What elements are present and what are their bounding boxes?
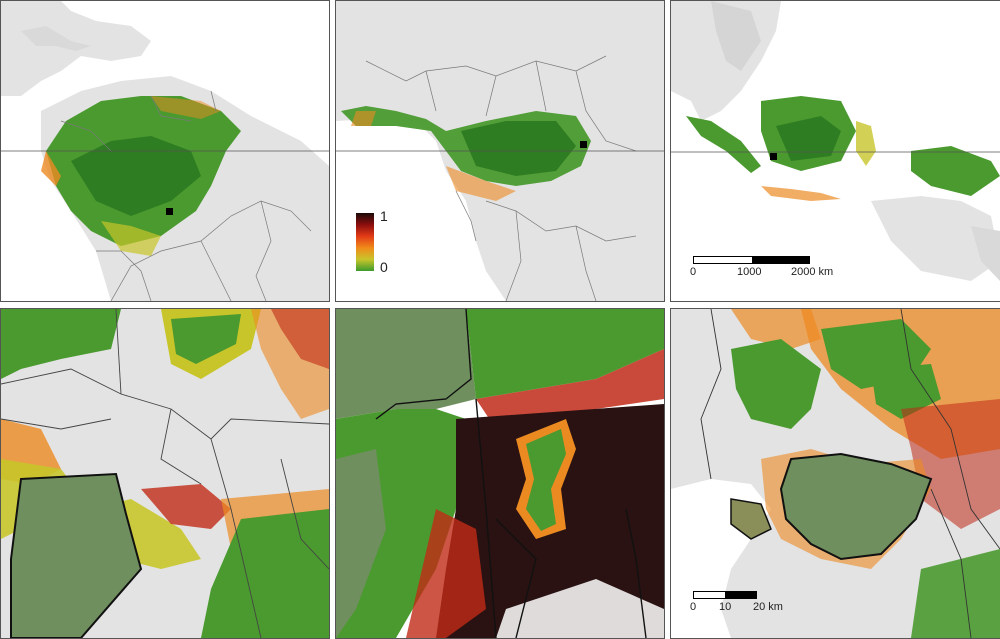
scale-bar-white-segment [693,256,753,264]
scale-bar-white-segment [693,591,726,599]
scale-tick-0: 0 [690,266,697,278]
protected-area [779,452,933,561]
indonesia-zoom-svg [671,309,1000,638]
amazon-zoom-svg [1,309,329,638]
forest-patch [731,339,821,429]
study-site-marker [770,153,777,160]
river-network [700,309,1000,638]
study-site-marker [580,141,587,148]
risk-color-legend: 1 0 [356,208,396,275]
forest-remnant [526,429,566,531]
africa-country-borders [365,55,637,301]
indonesia-zoom-map: 0 10 20 km [670,308,1000,639]
scale-bar-small: 0 10 20 km [690,591,803,615]
protected-area [10,472,143,638]
scale-tick-1000: 1000 [737,266,762,278]
amazon-country-borders [60,90,312,301]
forest-patch [1,309,121,379]
scale-tick-20: 20 km [753,601,783,613]
scale-tick-0: 0 [690,601,697,613]
scale-tick-2000: 2000 km [791,266,834,278]
study-site-marker [166,208,173,215]
australia-land [871,196,1000,281]
sumatra-forest [686,116,761,173]
road-network [1,309,329,638]
protected-area [336,309,476,419]
scale-tick-10: 10 [719,601,732,613]
indonesia-map-svg [671,1,1000,301]
congo-overview-map [335,0,665,302]
admin-borders [375,309,647,638]
amazon-zoom-map [0,308,330,639]
new-guinea-forest [911,146,1000,196]
amazon-map-svg [1,1,329,301]
congo-zoom-map [335,308,665,639]
amazon-overview-map [0,0,330,302]
legend-min-label: 0 [380,259,388,275]
scale-bar-black-segment [725,591,757,599]
legend-max-label: 1 [380,208,388,224]
forest-patch [466,309,664,399]
scale-bar-black-segment [752,256,810,264]
legend-gradient-bar [356,213,374,271]
indonesia-overview-map: 0 1000 2000 km [670,0,1000,302]
congo-map-svg [336,1,664,301]
scale-bar-large: 0 1000 2000 km [690,256,833,280]
congo-zoom-svg [336,309,664,638]
forest-patch [201,509,329,638]
